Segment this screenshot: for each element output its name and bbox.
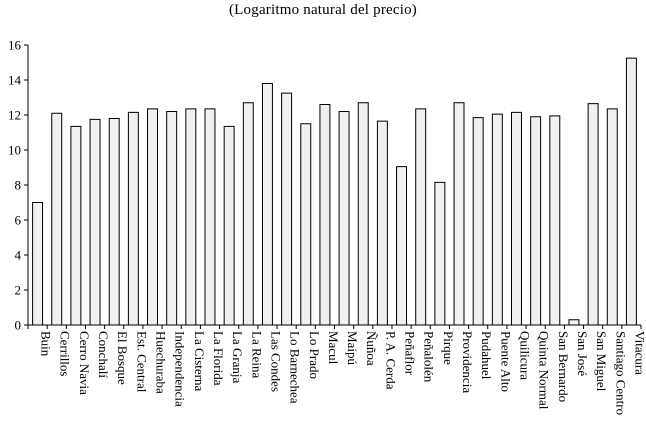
bar-20 (415, 108, 427, 326)
y-axis: 0 2 4 6 8 10 12 14 16 (8, 38, 29, 333)
x-tick-label: Santiago Centro (613, 331, 628, 415)
x-tick-label: La Cisterna (192, 331, 207, 392)
x-axis: Buin Cerrillos Cerro Navia Conchalí El Bosqu… (27, 324, 646, 415)
y-tick-label: 0 (15, 318, 22, 333)
bar-30 (606, 108, 618, 326)
x-tick-label: La Granja (230, 331, 245, 384)
x-tick-label: Quilicura (517, 331, 532, 380)
x-tick-label: La Reina (249, 331, 264, 379)
chart-title: (Logaritmo natural del precio) (228, 2, 417, 18)
y-tick-label: 14 (8, 73, 22, 88)
x-tick-label: Lo Prado (307, 331, 322, 379)
bar-22 (453, 102, 465, 326)
bar-16 (338, 111, 350, 326)
y-tick-label: 16 (8, 38, 22, 53)
bar-7 (166, 111, 178, 326)
x-tick-label: El Bosque (115, 331, 130, 385)
bar-18 (376, 120, 388, 326)
bar-11 (242, 102, 254, 326)
x-tick-label: Buin (39, 331, 54, 357)
y-tick-label: 12 (8, 108, 21, 123)
bar-28 (568, 319, 580, 326)
bars-group (32, 57, 637, 326)
bar-19 (396, 166, 408, 326)
y-tick-label: 4 (15, 248, 22, 263)
x-tick-label: Cerro Navia (77, 331, 92, 395)
bar-29 (587, 103, 599, 326)
bar-23 (472, 117, 484, 326)
bar-26 (530, 116, 542, 326)
bar-17 (357, 102, 369, 326)
x-tick-label: Pudahuel (479, 331, 494, 380)
x-tick-label: Maipú (345, 331, 360, 365)
x-tick-label: Vitacura (632, 331, 646, 375)
x-tick-label: Peñalolén (422, 331, 437, 383)
bar-9 (204, 108, 216, 326)
bar-2 (70, 125, 82, 326)
y-tick-label: 2 (15, 283, 22, 298)
bar-14 (300, 123, 312, 326)
bar-6 (147, 108, 158, 326)
bar-10 (223, 125, 235, 326)
bar-1 (51, 112, 63, 326)
x-tick-label: Las Condes (268, 331, 283, 392)
x-tick-label: San Bernardo (556, 331, 571, 402)
x-tick-label: Est. Central (134, 331, 149, 393)
bar-0 (32, 202, 44, 326)
x-tick-label: Cerrillos (58, 331, 73, 377)
bar-5 (127, 111, 139, 326)
x-tick-label: Pirque (441, 331, 456, 365)
bar-13 (281, 92, 293, 326)
bar-24 (491, 113, 503, 326)
x-tick-label: Huechuraba (154, 331, 169, 394)
x-tick-label: Quinta Normal (537, 331, 552, 410)
x-tick-label: Macul (326, 331, 341, 365)
x-tick-label: Peñaflor (403, 331, 418, 376)
y-tick-label: 8 (15, 178, 22, 193)
y-tick-label: 6 (15, 213, 22, 228)
bar-25 (511, 111, 522, 326)
x-tick-label: Providencia (460, 331, 475, 393)
bar-21 (434, 181, 446, 326)
bar-8 (185, 108, 197, 326)
x-tick-label: La Florida (211, 331, 226, 386)
x-tick-label: Lo Barnechea (288, 331, 303, 404)
bar-15 (319, 104, 331, 326)
y-tick-label: 10 (8, 143, 21, 158)
x-tick-label: P. A. Cerda (383, 331, 398, 390)
x-tick-label: San José (575, 331, 590, 376)
x-tick-label: San Miguel (594, 331, 609, 392)
x-tick-label: Puente Alto (498, 331, 513, 392)
bar-31 (625, 57, 637, 326)
x-tick-label: Conchalí (96, 331, 111, 378)
bar-3 (89, 118, 101, 326)
x-tick-label: Independencia (173, 331, 188, 407)
x-tick-label: Ñuñoa (364, 331, 379, 366)
bar-4 (108, 118, 120, 326)
bar-27 (549, 115, 561, 326)
bar-12 (261, 83, 273, 326)
